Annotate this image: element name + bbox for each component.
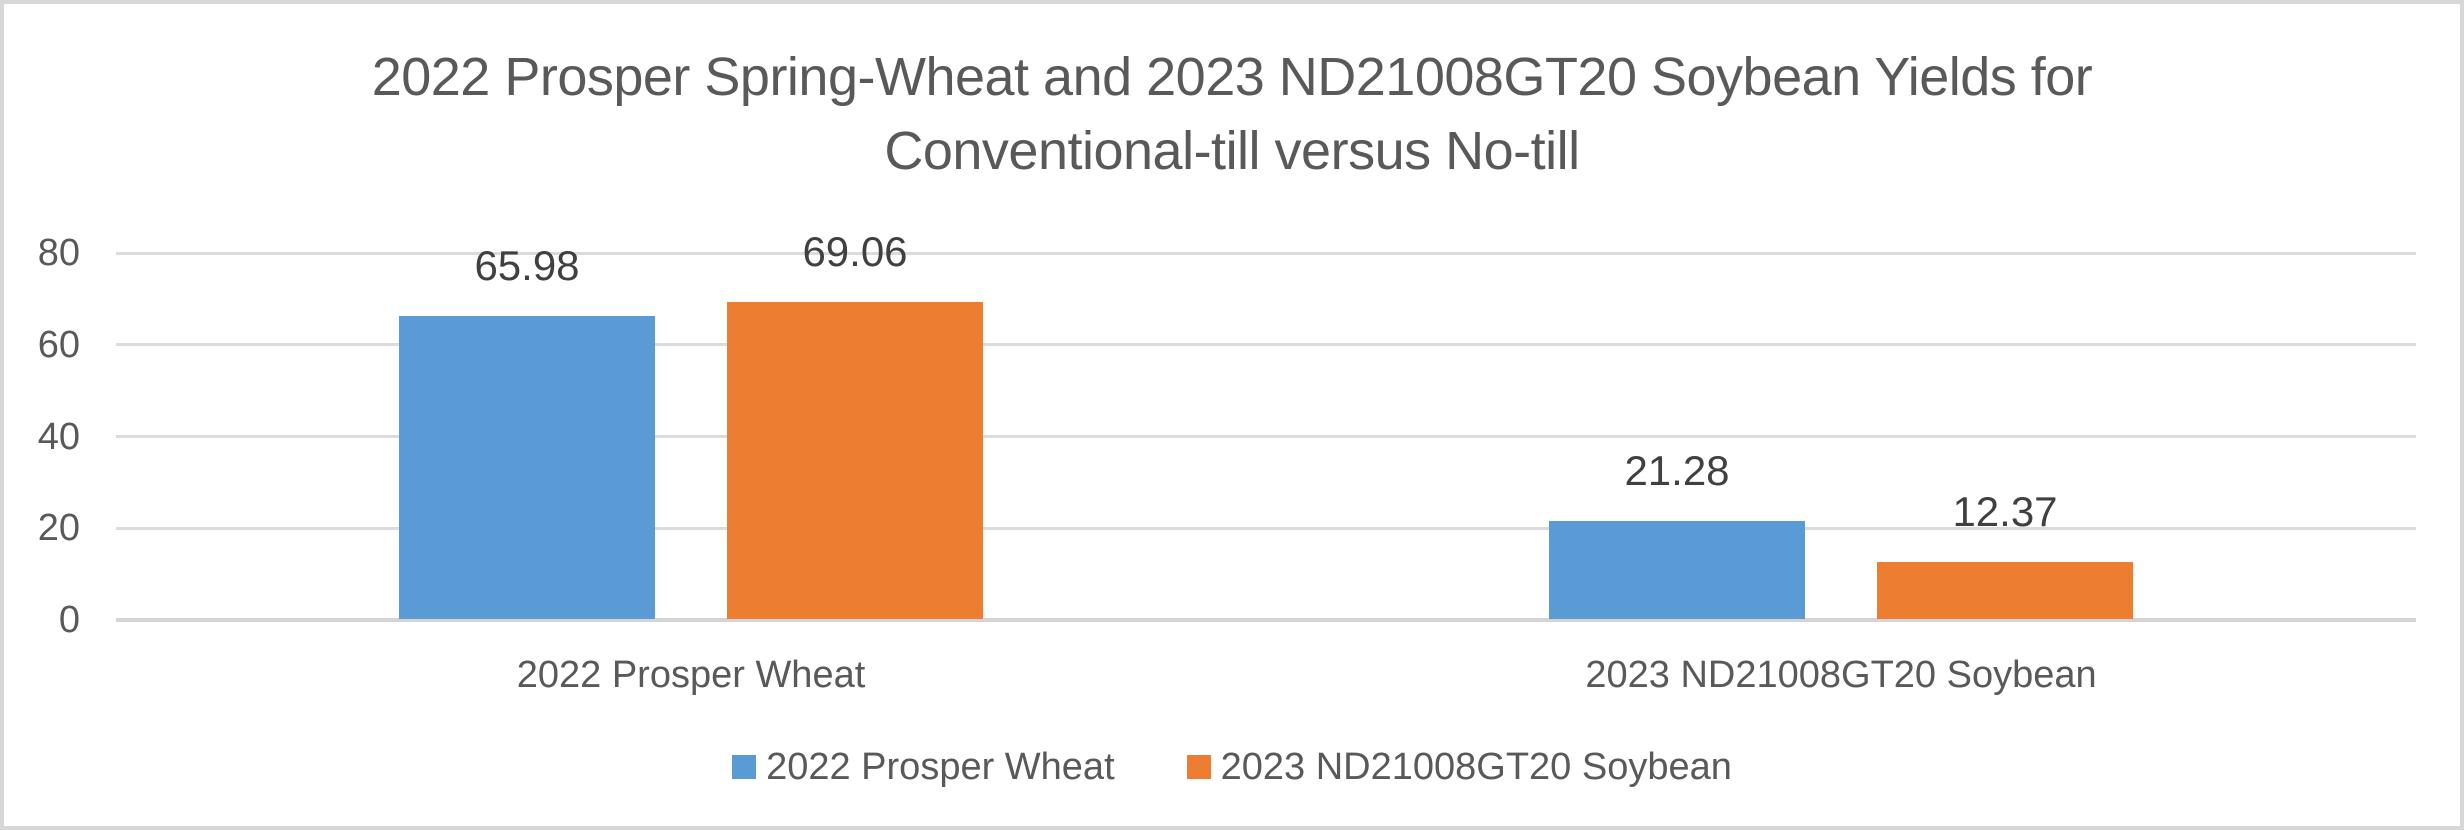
x-axis-category-label: 2022 Prosper Wheat <box>516 654 866 696</box>
bar-segment <box>399 316 655 619</box>
x-axis-line <box>116 618 2416 622</box>
gridline-60 <box>116 343 2416 347</box>
plot-area: 0 20 40 60 80 65.98 21.28 69.06 12.37 2022 Prospe… <box>4 4 2460 826</box>
bar-value-label: 69.06 <box>802 228 908 276</box>
legend-label: 2023 ND21008GT20 Soybean <box>1220 746 1732 788</box>
y-axis-tick-label: 80 <box>37 232 80 274</box>
legend: 2022 Prosper Wheat 2023 ND21008GT20 Soyb… <box>4 744 2460 790</box>
legend-item-2023-nd21008gt20-soybean: 2023 ND21008GT20 Soybean <box>1186 744 1732 790</box>
y-axis-tick-label: 0 <box>58 599 80 641</box>
gridline-80 <box>116 251 2416 255</box>
y-axis-tick-label: 40 <box>37 415 80 458</box>
y-axis-tick-label: 20 <box>37 507 80 550</box>
bar-segment <box>1877 562 2133 619</box>
chart-title: 2022 Prosper Spring-Wheat and 2023 ND210… <box>4 40 2460 188</box>
bar-value-label: 21.28 <box>1624 447 1730 495</box>
legend-label: 2022 Prosper Wheat <box>766 746 1115 788</box>
chart-title-line-2: Conventional-till versus No-till <box>884 121 1580 181</box>
gridline-20 <box>116 526 2416 530</box>
y-axis-tick-label: 60 <box>37 323 80 366</box>
bar-segment <box>1549 521 1805 619</box>
legend-swatch-orange <box>1186 755 1211 779</box>
bar-value-label: 65.98 <box>474 242 580 290</box>
gridline-40 <box>116 435 2416 438</box>
chart-title-line-1: 2022 Prosper Spring-Wheat and 2023 ND210… <box>371 47 2093 107</box>
legend-item-2022-prosper-wheat: 2022 Prosper Wheat <box>732 744 1115 790</box>
bar-value-label: 12.37 <box>1952 488 2058 536</box>
x-axis-category-label: 2023 ND21008GT20 Soybean <box>1585 654 2097 696</box>
legend-swatch-blue <box>732 755 757 779</box>
bar-segment <box>727 302 983 619</box>
